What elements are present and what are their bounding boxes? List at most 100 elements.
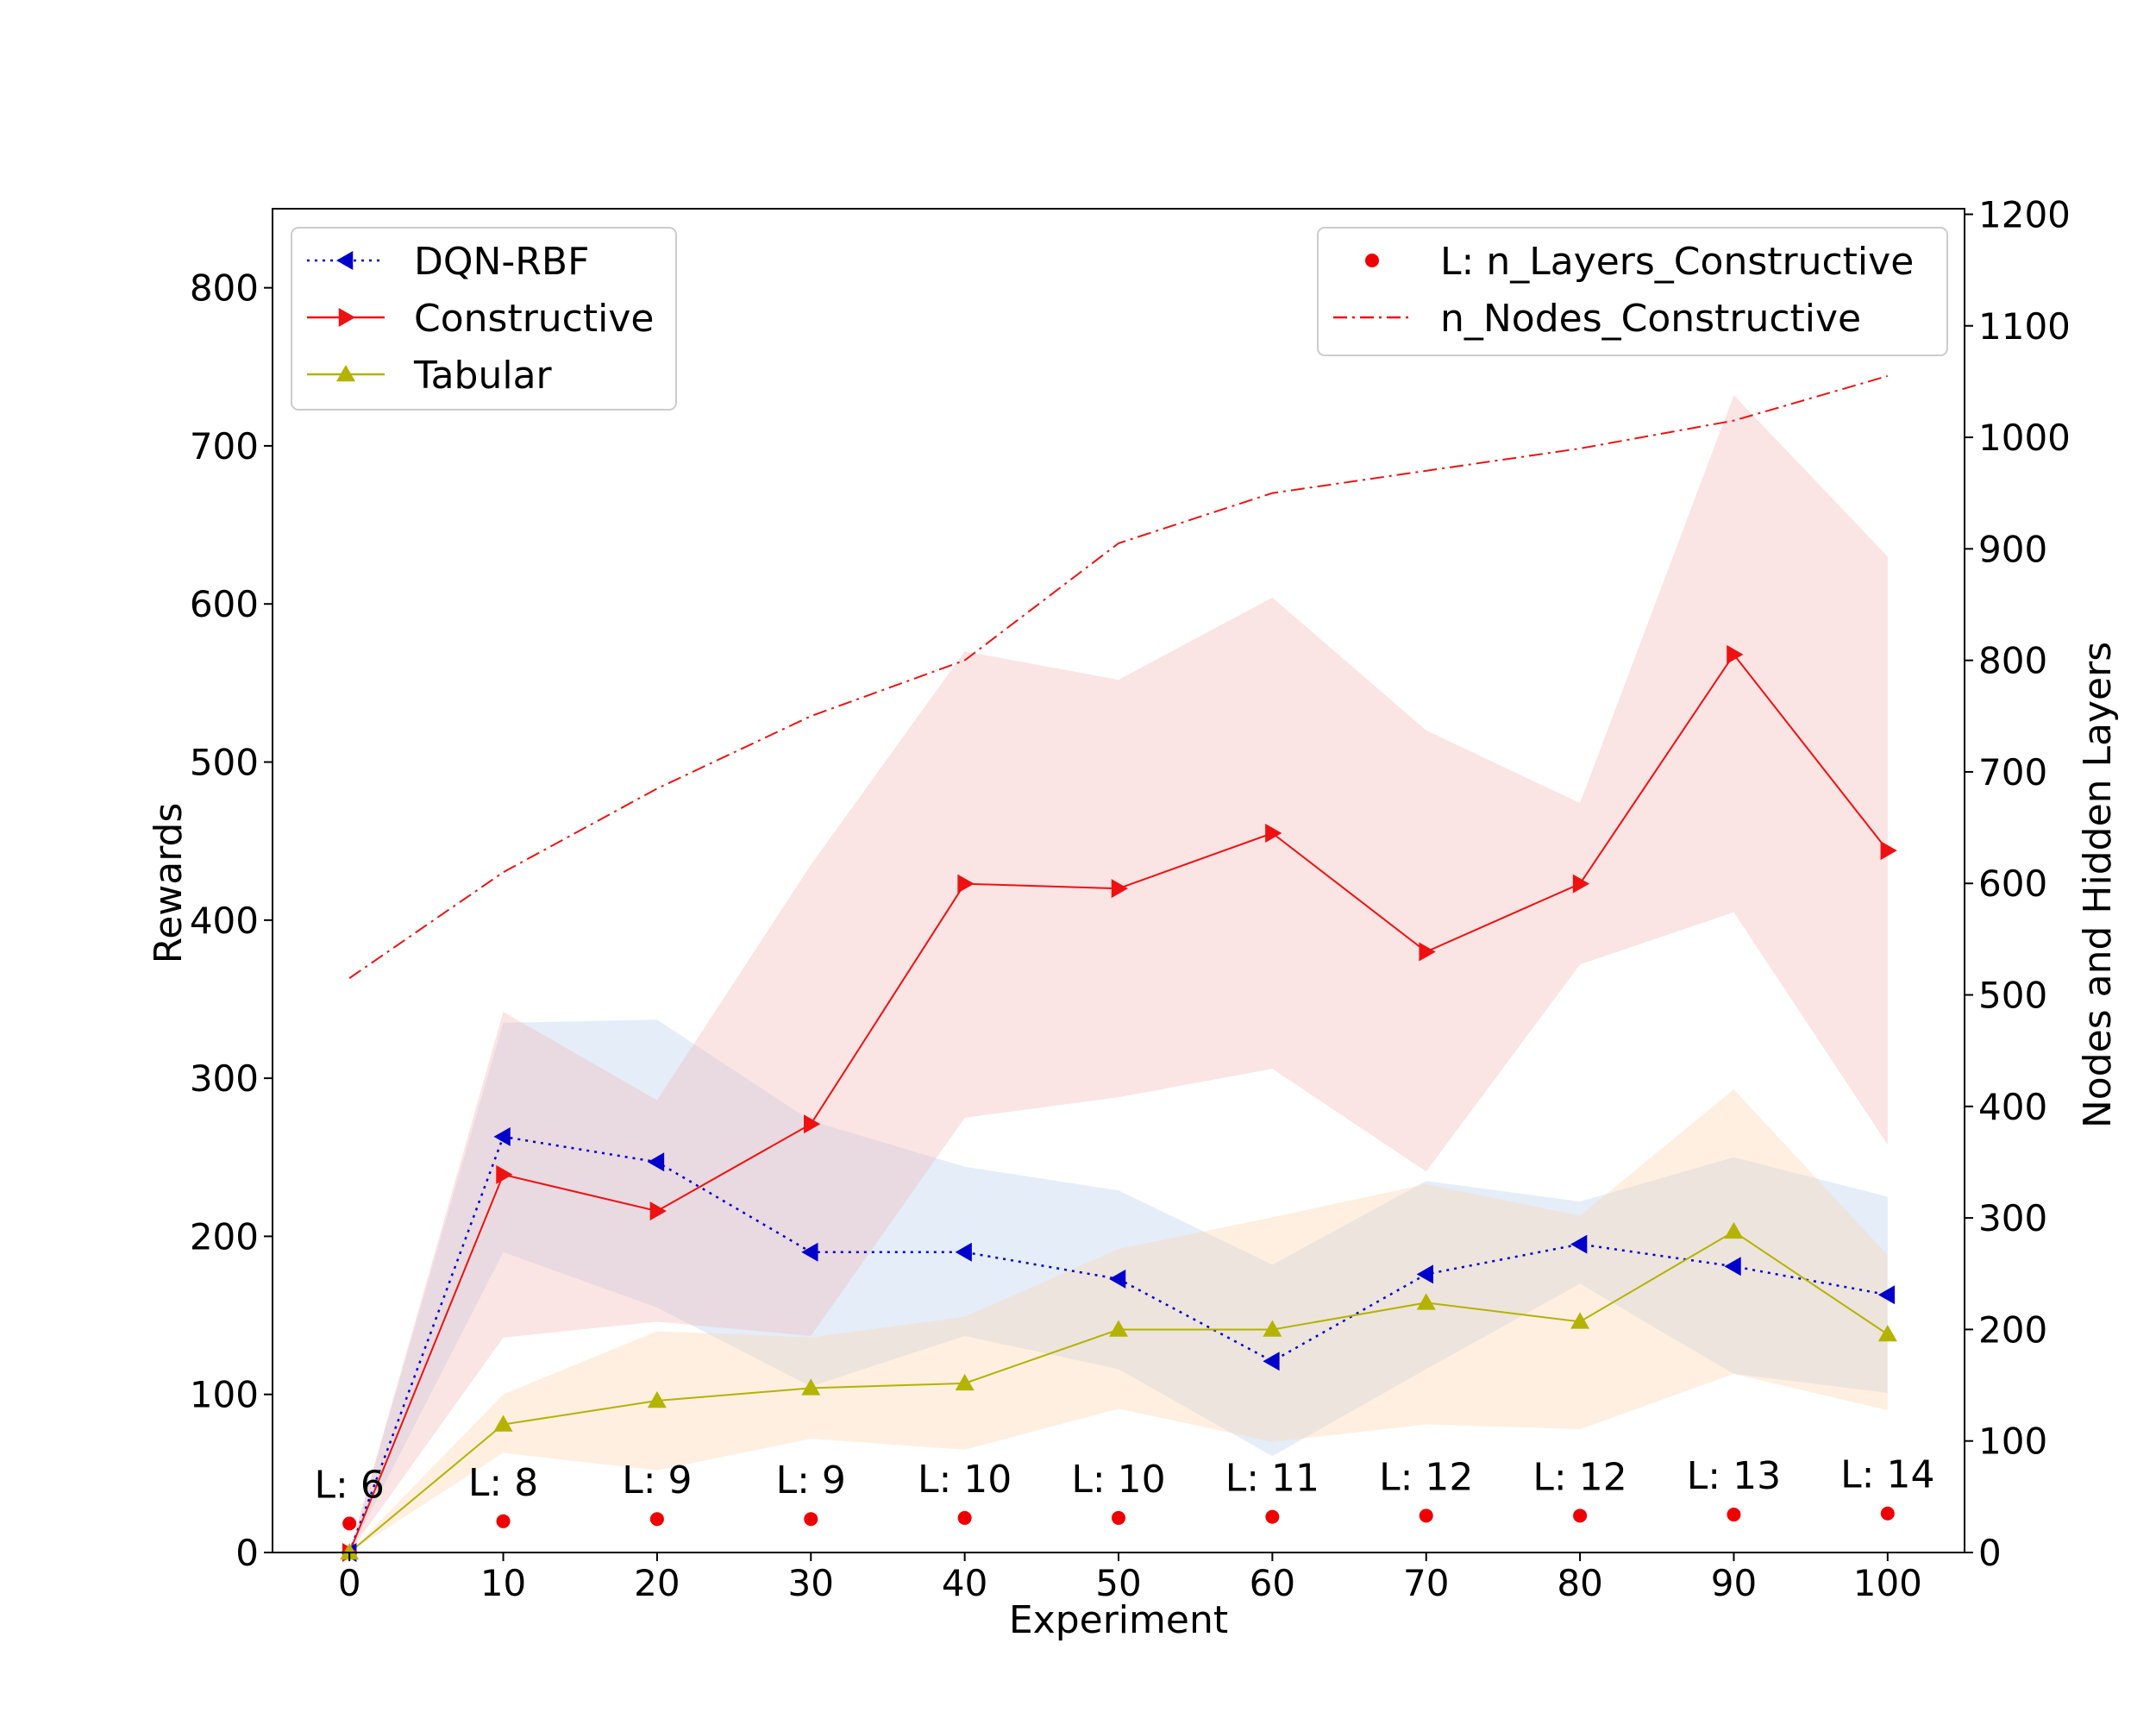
point-constructive-3 (804, 1114, 821, 1134)
point-dqn-rbf-10 (1877, 1285, 1896, 1305)
layer-label-10: L: 14 (1840, 1453, 1934, 1497)
uncertainty-bands (349, 395, 1888, 1552)
layer-label-8: L: 12 (1532, 1455, 1626, 1499)
layer-label-7: L: 12 (1379, 1455, 1473, 1499)
x-tick-label-0: 0 (338, 1562, 361, 1604)
point-dqn-rbf-6 (1263, 1352, 1280, 1371)
y-right-tick-label-1000: 1000 (1978, 417, 2071, 459)
point-constructive-9 (1727, 644, 1744, 664)
layer-label-5: L: 10 (1071, 1458, 1165, 1502)
point-tabular-1 (493, 1414, 513, 1432)
y-right-tick-label-100: 100 (1978, 1421, 2047, 1463)
x-tick-label-100: 100 (1853, 1562, 1922, 1604)
y-right-tick-label-1100: 1100 (1978, 305, 2071, 348)
series-line-n-nodes-constructive (348, 374, 1889, 979)
legend-marker-l-n-layers-constructive (1365, 254, 1379, 267)
point-l-n-layers-constructive-8 (1573, 1509, 1588, 1523)
layer-label-2: L: 9 (622, 1458, 692, 1502)
x-tick-label-40: 40 (942, 1562, 987, 1604)
layer-label-1: L: 8 (468, 1461, 538, 1505)
point-tabular-7 (1416, 1293, 1436, 1310)
y-tick-label-200: 200 (190, 1215, 259, 1258)
point-constructive-4 (957, 874, 975, 894)
y-right-tick-label-400: 400 (1978, 1086, 2047, 1128)
point-l-n-layers-constructive-7 (1419, 1509, 1433, 1523)
y-tick-label-300: 300 (190, 1057, 259, 1100)
point-tabular-0 (340, 1543, 360, 1560)
point-constructive-6 (1265, 824, 1282, 844)
x-tick-label-60: 60 (1250, 1562, 1295, 1604)
legend-marker-tabular (336, 365, 355, 382)
point-constructive-2 (649, 1201, 667, 1221)
y-tick-label-800: 800 (190, 267, 259, 310)
x-tick-label-80: 80 (1557, 1562, 1602, 1604)
point-tabular-2 (647, 1391, 667, 1408)
point-constructive-7 (1419, 942, 1436, 962)
point-tabular-9 (1724, 1221, 1744, 1239)
legend-right: L: n_Layers_Constructive n_Nodes_Construc… (1317, 227, 1948, 356)
y-right-tick-label-900: 900 (1978, 528, 2047, 570)
x-tick-label-90: 90 (1711, 1562, 1757, 1604)
point-l-n-layers-constructive-5 (1112, 1510, 1125, 1525)
point-dqn-rbf-9 (1724, 1257, 1741, 1276)
point-l-n-layers-constructive-10 (1880, 1506, 1895, 1521)
x-tick-label-20: 20 (634, 1562, 680, 1604)
point-dqn-rbf-7 (1416, 1264, 1433, 1284)
point-tabular-4 (955, 1373, 975, 1391)
point-l-n-layers-constructive-2 (649, 1512, 664, 1527)
y-right-tick-label-200: 200 (1978, 1308, 2047, 1351)
legend-marker-constructive (338, 308, 355, 327)
y-axis-right: 0 100 200 300 400 500 600 700 800 900 1000 1100 1200 (1965, 193, 2071, 1574)
legend-label-l-n-layers-constructive: L: n_Layers_Constructive (1440, 240, 1914, 284)
y-tick-label-500: 500 (190, 742, 259, 784)
y-tick-label-0: 0 (235, 1532, 259, 1574)
y-right-tick-label-500: 500 (1978, 975, 2047, 1017)
y-tick-label-700: 700 (190, 425, 259, 467)
band-constructive (349, 395, 1888, 1552)
point-l-n-layers-constructive-1 (496, 1514, 511, 1528)
layer-label-6: L: 11 (1225, 1457, 1319, 1501)
point-l-n-layers-constructive-6 (1265, 1509, 1280, 1524)
point-l-n-layers-constructive-3 (804, 1512, 818, 1527)
point-l-n-layers-constructive-0 (342, 1516, 357, 1531)
point-l-n-layers-constructive-9 (1727, 1508, 1741, 1522)
point-tabular-3 (801, 1378, 821, 1396)
y-axis-label: Rewards (147, 803, 191, 964)
y-tick-label-600: 600 (190, 583, 259, 625)
legend-label-dqn-rbf: DQN-RBF (414, 240, 589, 284)
legend-label-constructive: Constructive (414, 297, 654, 341)
point-l-n-layers-constructive-4 (957, 1510, 972, 1525)
point-dqn-rbf-4 (955, 1242, 972, 1262)
point-constructive-1 (496, 1164, 513, 1184)
x-tick-label-70: 70 (1403, 1562, 1449, 1604)
point-dqn-rbf-3 (801, 1242, 818, 1262)
point-constructive-8 (1572, 874, 1590, 894)
y-right-tick-label-700: 700 (1978, 751, 2047, 794)
point-dqn-rbf-2 (647, 1152, 665, 1172)
x-tick-label-50: 50 (1095, 1562, 1141, 1604)
y-tick-label-100: 100 (190, 1374, 259, 1416)
legend-marker-dqn-rbf (336, 251, 354, 270)
legend-left-frame (291, 227, 677, 411)
legend-label-tabular: Tabular (413, 354, 553, 398)
y-right-tick-label-300: 300 (1978, 1197, 2047, 1239)
point-tabular-5 (1109, 1320, 1128, 1337)
legend-left: DQN-RBF Constructive Tabular (291, 227, 677, 411)
layer-annotations: L: 6 L: 8 L: 9 L: 9 L: 10 L: 10 L: 11 L: 12 L: 1… (315, 1453, 1935, 1508)
y-right-tick-label-800: 800 (1978, 640, 2047, 682)
x-axis: 0 10 20 30 40 50 60 70 80 90 100 (338, 1552, 1922, 1604)
series-markers (340, 644, 1897, 1562)
band-dqn-rbf (349, 1019, 1888, 1552)
y-right-tick-label-600: 600 (1978, 862, 2047, 905)
y-right-tick-label-1200: 1200 (1978, 193, 2071, 235)
point-dqn-rbf-5 (1109, 1269, 1126, 1289)
y-tick-label-400: 400 (190, 900, 259, 942)
layer-label-0: L: 6 (315, 1463, 385, 1507)
x-tick-label-30: 30 (788, 1562, 834, 1604)
layer-label-4: L: 10 (918, 1458, 1012, 1502)
point-constructive-5 (1111, 879, 1128, 899)
y-right-tick-label-0: 0 (1978, 1532, 2002, 1574)
point-tabular-10 (1877, 1325, 1897, 1342)
point-dqn-rbf-8 (1570, 1234, 1588, 1254)
